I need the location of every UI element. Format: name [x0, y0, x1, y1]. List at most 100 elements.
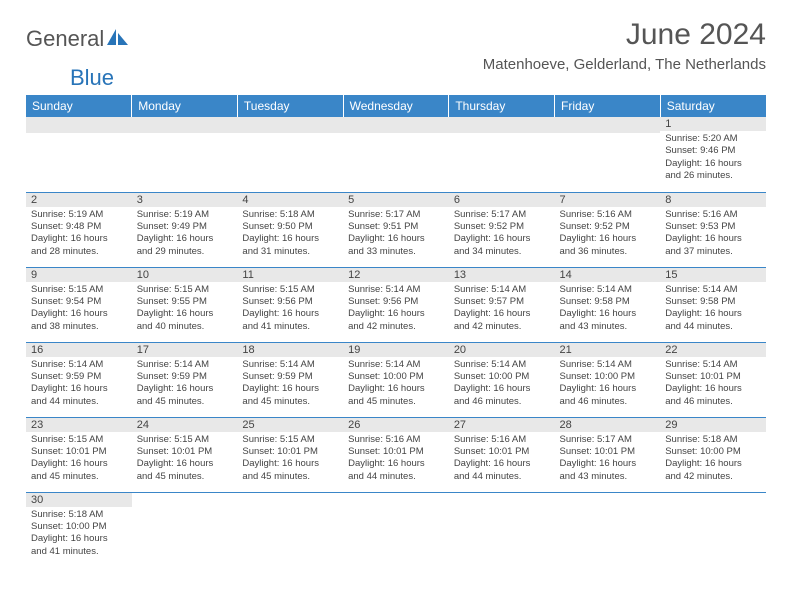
day-number-empty: [237, 117, 343, 133]
day-info: Sunrise: 5:17 AMSunset: 9:51 PMDaylight:…: [343, 207, 449, 261]
day-number: 18: [237, 343, 343, 357]
day-number: 11: [237, 268, 343, 282]
day-info: Sunrise: 5:16 AMSunset: 10:01 PMDaylight…: [343, 432, 449, 486]
day-number: 12: [343, 268, 449, 282]
calendar-cell: 28Sunrise: 5:17 AMSunset: 10:01 PMDaylig…: [555, 417, 661, 492]
calendar-cell: 23Sunrise: 5:15 AMSunset: 10:01 PMDaylig…: [26, 417, 132, 492]
weekday-header: Wednesday: [343, 95, 449, 117]
day-info: Sunrise: 5:15 AMSunset: 9:55 PMDaylight:…: [132, 282, 238, 336]
weekday-header: Sunday: [26, 95, 132, 117]
day-number: 26: [343, 418, 449, 432]
calendar-cell: [343, 117, 449, 192]
calendar-cell: 15Sunrise: 5:14 AMSunset: 9:58 PMDayligh…: [660, 267, 766, 342]
day-number: 8: [660, 193, 766, 207]
day-info: Sunrise: 5:20 AMSunset: 9:46 PMDaylight:…: [660, 131, 766, 185]
day-number-empty: [555, 117, 661, 133]
calendar-body: 1Sunrise: 5:20 AMSunset: 9:46 PMDaylight…: [26, 117, 766, 567]
day-info: Sunrise: 5:17 AMSunset: 9:52 PMDaylight:…: [449, 207, 555, 261]
calendar-cell: 29Sunrise: 5:18 AMSunset: 10:00 PMDaylig…: [660, 417, 766, 492]
day-number: 10: [132, 268, 238, 282]
day-number: 5: [343, 193, 449, 207]
calendar-cell: [343, 492, 449, 567]
calendar-cell: 3Sunrise: 5:19 AMSunset: 9:49 PMDaylight…: [132, 192, 238, 267]
day-number: 29: [660, 418, 766, 432]
calendar-cell: [26, 117, 132, 192]
day-info: Sunrise: 5:15 AMSunset: 10:01 PMDaylight…: [132, 432, 238, 486]
day-info: Sunrise: 5:14 AMSunset: 9:58 PMDaylight:…: [660, 282, 766, 336]
calendar-row: 16Sunrise: 5:14 AMSunset: 9:59 PMDayligh…: [26, 342, 766, 417]
calendar-row: 30Sunrise: 5:18 AMSunset: 10:00 PMDaylig…: [26, 492, 766, 567]
calendar-cell: [660, 492, 766, 567]
day-number-empty: [26, 117, 132, 133]
calendar-cell: 8Sunrise: 5:16 AMSunset: 9:53 PMDaylight…: [660, 192, 766, 267]
day-info: Sunrise: 5:19 AMSunset: 9:48 PMDaylight:…: [26, 207, 132, 261]
calendar-cell: 9Sunrise: 5:15 AMSunset: 9:54 PMDaylight…: [26, 267, 132, 342]
calendar-cell: 1Sunrise: 5:20 AMSunset: 9:46 PMDaylight…: [660, 117, 766, 192]
logo-text-general: General: [26, 26, 104, 52]
day-number: 16: [26, 343, 132, 357]
day-number: 24: [132, 418, 238, 432]
calendar-cell: 27Sunrise: 5:16 AMSunset: 10:01 PMDaylig…: [449, 417, 555, 492]
weekday-header: Tuesday: [237, 95, 343, 117]
day-number: 21: [555, 343, 661, 357]
calendar-cell: 4Sunrise: 5:18 AMSunset: 9:50 PMDaylight…: [237, 192, 343, 267]
logo-text-blue-wrap: Blue: [70, 65, 792, 91]
calendar-cell: 13Sunrise: 5:14 AMSunset: 9:57 PMDayligh…: [449, 267, 555, 342]
day-info: Sunrise: 5:14 AMSunset: 10:00 PMDaylight…: [343, 357, 449, 411]
calendar-row: 9Sunrise: 5:15 AMSunset: 9:54 PMDaylight…: [26, 267, 766, 342]
calendar-row: 23Sunrise: 5:15 AMSunset: 10:01 PMDaylig…: [26, 417, 766, 492]
day-number: 23: [26, 418, 132, 432]
calendar-cell: [449, 492, 555, 567]
day-info: Sunrise: 5:14 AMSunset: 9:58 PMDaylight:…: [555, 282, 661, 336]
weekday-header-row: Sunday Monday Tuesday Wednesday Thursday…: [26, 95, 766, 117]
calendar-cell: 25Sunrise: 5:15 AMSunset: 10:01 PMDaylig…: [237, 417, 343, 492]
calendar-cell: [237, 492, 343, 567]
day-info: Sunrise: 5:19 AMSunset: 9:49 PMDaylight:…: [132, 207, 238, 261]
calendar-cell: 12Sunrise: 5:14 AMSunset: 9:56 PMDayligh…: [343, 267, 449, 342]
day-number: 22: [660, 343, 766, 357]
calendar-cell: 2Sunrise: 5:19 AMSunset: 9:48 PMDaylight…: [26, 192, 132, 267]
day-number: 7: [555, 193, 661, 207]
day-info: Sunrise: 5:14 AMSunset: 9:57 PMDaylight:…: [449, 282, 555, 336]
calendar-cell: 6Sunrise: 5:17 AMSunset: 9:52 PMDaylight…: [449, 192, 555, 267]
calendar-cell: 30Sunrise: 5:18 AMSunset: 10:00 PMDaylig…: [26, 492, 132, 567]
calendar-cell: 7Sunrise: 5:16 AMSunset: 9:52 PMDaylight…: [555, 192, 661, 267]
logo-text-blue: Blue: [70, 65, 114, 90]
calendar-cell: 10Sunrise: 5:15 AMSunset: 9:55 PMDayligh…: [132, 267, 238, 342]
day-number: 19: [343, 343, 449, 357]
calendar-cell: [555, 492, 661, 567]
weekday-header: Monday: [132, 95, 238, 117]
day-number: 28: [555, 418, 661, 432]
day-info: Sunrise: 5:17 AMSunset: 10:01 PMDaylight…: [555, 432, 661, 486]
calendar-table: Sunday Monday Tuesday Wednesday Thursday…: [26, 95, 766, 567]
day-info: Sunrise: 5:14 AMSunset: 10:00 PMDaylight…: [449, 357, 555, 411]
day-number-empty: [132, 117, 238, 133]
day-info: Sunrise: 5:14 AMSunset: 10:01 PMDaylight…: [660, 357, 766, 411]
day-info: Sunrise: 5:15 AMSunset: 10:01 PMDaylight…: [26, 432, 132, 486]
day-info: Sunrise: 5:14 AMSunset: 9:59 PMDaylight:…: [26, 357, 132, 411]
day-info: Sunrise: 5:18 AMSunset: 9:50 PMDaylight:…: [237, 207, 343, 261]
calendar-cell: [132, 492, 238, 567]
day-number: 3: [132, 193, 238, 207]
day-info: Sunrise: 5:18 AMSunset: 10:00 PMDaylight…: [660, 432, 766, 486]
page-title: June 2024: [483, 18, 766, 52]
day-number: 15: [660, 268, 766, 282]
calendar-cell: [449, 117, 555, 192]
calendar-cell: 24Sunrise: 5:15 AMSunset: 10:01 PMDaylig…: [132, 417, 238, 492]
day-number: 13: [449, 268, 555, 282]
day-info: Sunrise: 5:14 AMSunset: 10:00 PMDaylight…: [555, 357, 661, 411]
calendar-cell: 19Sunrise: 5:14 AMSunset: 10:00 PMDaylig…: [343, 342, 449, 417]
logo-sail-icon: [106, 27, 132, 52]
day-number: 17: [132, 343, 238, 357]
day-info: Sunrise: 5:14 AMSunset: 9:59 PMDaylight:…: [237, 357, 343, 411]
calendar-cell: 17Sunrise: 5:14 AMSunset: 9:59 PMDayligh…: [132, 342, 238, 417]
day-number: 2: [26, 193, 132, 207]
day-info: Sunrise: 5:14 AMSunset: 9:59 PMDaylight:…: [132, 357, 238, 411]
calendar-cell: 21Sunrise: 5:14 AMSunset: 10:00 PMDaylig…: [555, 342, 661, 417]
day-number: 27: [449, 418, 555, 432]
day-info: Sunrise: 5:16 AMSunset: 9:53 PMDaylight:…: [660, 207, 766, 261]
calendar-cell: [132, 117, 238, 192]
day-number: 9: [26, 268, 132, 282]
day-info: Sunrise: 5:14 AMSunset: 9:56 PMDaylight:…: [343, 282, 449, 336]
weekday-header: Thursday: [449, 95, 555, 117]
